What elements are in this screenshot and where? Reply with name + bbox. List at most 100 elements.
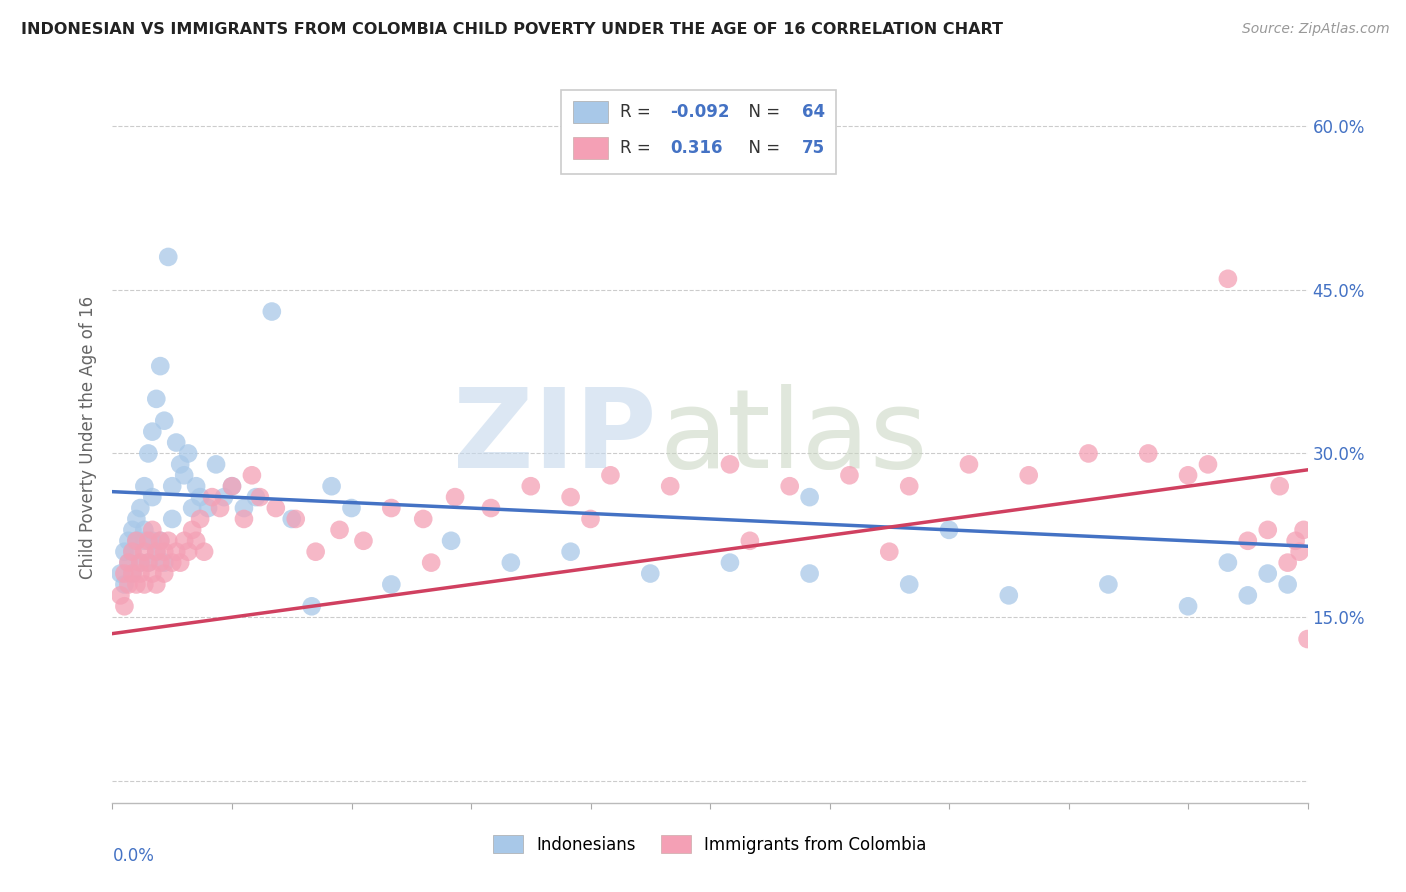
Point: [134, 479, 156, 493]
Point: [165, 435, 187, 450]
Point: [205, 458, 228, 472]
Point: [177, 545, 200, 559]
Point: [141, 490, 163, 504]
Point: [1077, 446, 1099, 460]
Point: [186, 479, 208, 493]
Point: [799, 490, 821, 504]
Point: [149, 556, 172, 570]
Point: [138, 446, 160, 460]
Point: [117, 556, 139, 570]
Text: atlas: atlas: [659, 384, 928, 491]
Point: [301, 599, 323, 614]
Y-axis label: Child Poverty Under the Age of 16: Child Poverty Under the Age of 16: [79, 295, 97, 579]
Point: [718, 556, 741, 570]
Point: [305, 545, 328, 559]
Point: [134, 533, 156, 548]
Text: 0.316: 0.316: [671, 139, 723, 157]
Point: [173, 533, 195, 548]
Point: [221, 479, 243, 493]
Point: [141, 566, 163, 581]
Point: [134, 577, 156, 591]
Point: [260, 304, 283, 318]
Point: [153, 545, 176, 559]
Point: [1288, 545, 1310, 559]
Point: [479, 501, 502, 516]
Point: [129, 556, 152, 570]
Point: [353, 533, 375, 548]
Text: 75: 75: [801, 139, 825, 157]
Point: [162, 479, 183, 493]
Point: [738, 533, 761, 548]
Point: [121, 545, 143, 559]
Point: [249, 490, 271, 504]
Bar: [572, 137, 609, 159]
Point: [125, 533, 148, 548]
Point: [145, 577, 167, 591]
Point: [1197, 458, 1219, 472]
Text: R =: R =: [620, 139, 657, 157]
Point: [121, 545, 143, 559]
Point: [245, 490, 267, 504]
Point: [134, 545, 156, 559]
Point: [233, 501, 256, 516]
Point: [162, 512, 183, 526]
Point: [898, 577, 921, 591]
Text: N =: N =: [738, 139, 785, 157]
Point: [162, 556, 183, 570]
Point: [173, 468, 195, 483]
Point: [138, 533, 160, 548]
Point: [149, 533, 172, 548]
Point: [129, 566, 152, 581]
Point: [1177, 468, 1199, 483]
Point: [779, 479, 801, 493]
Point: [110, 566, 132, 581]
Point: [579, 512, 602, 526]
Point: [1257, 566, 1279, 581]
Point: [145, 545, 167, 559]
Point: [233, 512, 256, 526]
Point: [879, 545, 901, 559]
Point: [998, 588, 1021, 602]
Point: [1257, 523, 1279, 537]
Point: [499, 556, 522, 570]
Point: [153, 414, 176, 428]
Text: -0.092: -0.092: [671, 103, 730, 120]
Bar: [572, 101, 609, 122]
Point: [114, 577, 135, 591]
Point: [121, 566, 143, 581]
Point: [560, 545, 582, 559]
Point: [1277, 556, 1299, 570]
Point: [169, 556, 191, 570]
Point: [121, 523, 143, 537]
Point: [134, 523, 156, 537]
Point: [209, 501, 232, 516]
Point: [520, 479, 543, 493]
Point: [718, 458, 741, 472]
Point: [169, 458, 191, 472]
Point: [188, 490, 211, 504]
Point: [181, 523, 204, 537]
Point: [129, 556, 152, 570]
Point: [281, 512, 304, 526]
Point: [193, 545, 215, 559]
Point: [380, 501, 402, 516]
Text: ZIP: ZIP: [453, 384, 657, 491]
Point: [599, 468, 621, 483]
Text: N =: N =: [738, 103, 785, 120]
Point: [138, 556, 160, 570]
Point: [799, 566, 821, 581]
Point: [1137, 446, 1160, 460]
Point: [1237, 588, 1260, 602]
Point: [138, 556, 160, 570]
Point: [129, 501, 152, 516]
Point: [321, 479, 343, 493]
Point: [114, 599, 135, 614]
Point: [114, 545, 135, 559]
Point: [165, 545, 187, 559]
Point: [1285, 533, 1308, 548]
Point: [149, 533, 172, 548]
Text: Source: ZipAtlas.com: Source: ZipAtlas.com: [1241, 22, 1389, 37]
Point: [329, 523, 352, 537]
Point: [114, 566, 135, 581]
Point: [117, 577, 139, 591]
